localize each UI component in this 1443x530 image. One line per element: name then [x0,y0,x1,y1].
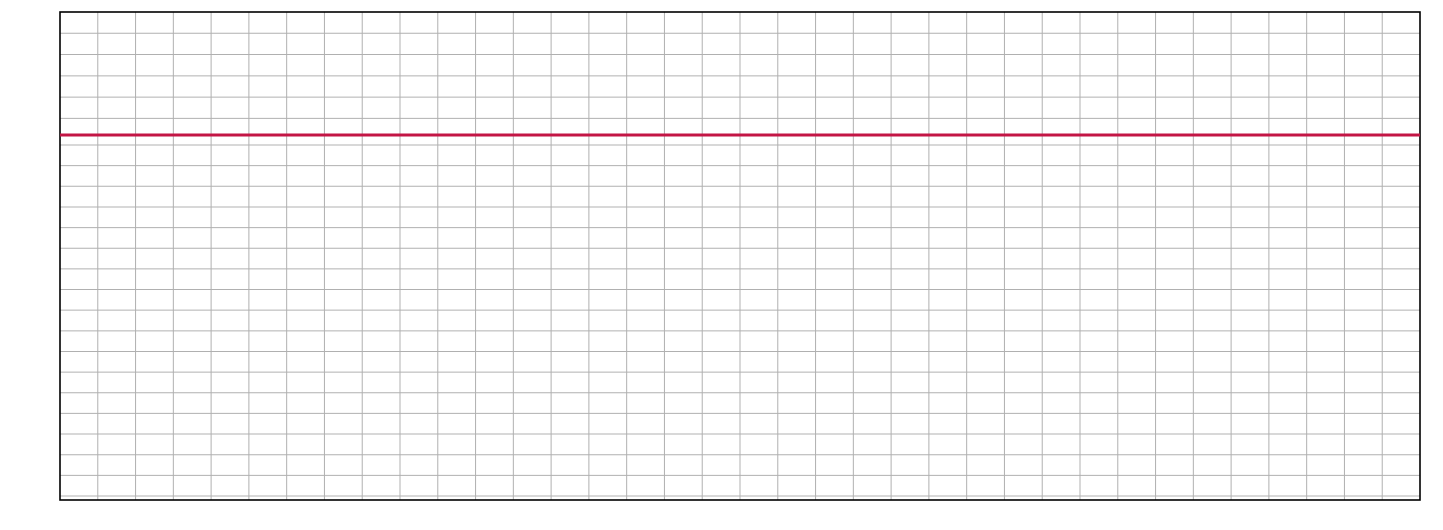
lottery-trend-chart [0,0,1443,530]
